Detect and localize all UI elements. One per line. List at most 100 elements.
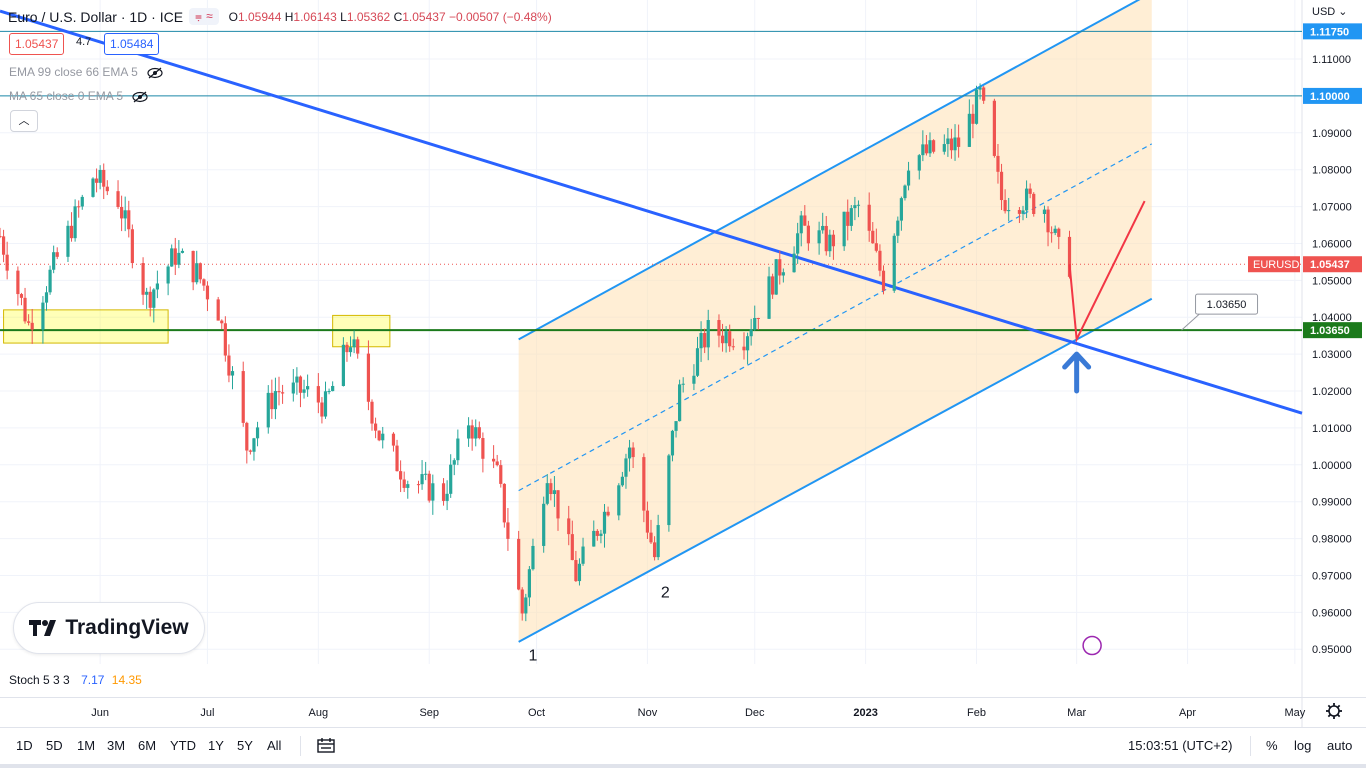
candle-down xyxy=(499,465,503,484)
clock-readout[interactable]: 15:03:51 (UTC+2) xyxy=(1128,738,1233,753)
indicator-ema[interactable]: EMA 99 close 66 EMA 5 xyxy=(9,65,163,79)
gear-icon[interactable] xyxy=(1326,703,1342,719)
candle-down xyxy=(1003,200,1007,212)
price-tick-label: 1.04000 xyxy=(1312,312,1352,324)
range-3m-button[interactable]: 3M xyxy=(107,738,126,753)
candle-down xyxy=(642,457,646,511)
candle-down xyxy=(992,100,996,156)
candle-down xyxy=(395,445,399,472)
time-tick-label: Aug xyxy=(309,707,329,719)
forecast-line xyxy=(1068,200,1146,343)
sell-price-box[interactable]: 1.05437 xyxy=(9,33,65,55)
range-ytd-button[interactable]: YTD xyxy=(170,738,196,753)
candle-up xyxy=(449,464,453,494)
go-to-date-icon[interactable] xyxy=(317,737,335,753)
candle-down xyxy=(878,250,882,271)
candle-down xyxy=(0,236,2,238)
range-5d-button[interactable]: 5D xyxy=(46,738,63,753)
time-tick-label: Nov xyxy=(638,707,658,719)
candle-down xyxy=(345,344,349,353)
eye-hidden-icon[interactable] xyxy=(132,91,149,103)
candle-up xyxy=(602,511,607,534)
candle-up xyxy=(80,196,84,207)
candle-down xyxy=(55,252,59,257)
candle-down xyxy=(399,471,403,480)
candle-down xyxy=(19,294,24,298)
candle-down xyxy=(1067,236,1072,277)
symbol-tag-text: EURUSD xyxy=(1253,259,1300,271)
time-tick-label: Apr xyxy=(1179,707,1196,719)
symbol-chip[interactable]: ⩦ ≈ xyxy=(189,8,219,25)
candle-down xyxy=(631,447,635,458)
currency-selector[interactable]: USD ⌄ xyxy=(1312,5,1348,18)
candle-up xyxy=(230,371,235,376)
candle-up xyxy=(592,530,596,547)
level-price-tag-text: 1.11750 xyxy=(1310,26,1349,38)
candle-down xyxy=(370,401,374,424)
candle-up xyxy=(678,384,682,422)
downtrend-line xyxy=(0,9,1303,415)
candle-up xyxy=(695,348,700,376)
range-1y-button[interactable]: 1Y xyxy=(208,738,224,753)
candle-down xyxy=(1,236,6,255)
last-price-tag xyxy=(1303,256,1362,273)
candle-down xyxy=(742,346,746,351)
candle-up xyxy=(66,225,70,257)
buy-price-box[interactable]: 1.05484 xyxy=(104,33,160,55)
indicator-ma[interactable]: MA 65 close 0 EMA 5 xyxy=(9,89,149,103)
candle-down xyxy=(5,254,9,271)
candle-down xyxy=(280,392,285,394)
price-tick-label: 1.03000 xyxy=(1312,349,1352,361)
candle-down xyxy=(173,248,177,265)
range-5y-button[interactable]: 5Y xyxy=(237,738,253,753)
auto-scale-button[interactable]: auto xyxy=(1327,738,1353,753)
candle-up xyxy=(431,483,435,501)
candle-down xyxy=(874,243,878,251)
candle-up xyxy=(1042,209,1047,214)
gear-icon-ring xyxy=(1328,705,1340,717)
candle-up xyxy=(166,266,170,284)
candle-up xyxy=(331,385,335,392)
candle-down xyxy=(778,259,782,276)
time-tick-label: Mar xyxy=(1067,707,1086,719)
candle-up xyxy=(978,87,982,90)
candle-up xyxy=(145,291,149,295)
percent-scale-button[interactable]: % xyxy=(1266,738,1278,753)
level-price-tag-text: 1.10000 xyxy=(1310,91,1350,103)
candle-down xyxy=(502,483,506,523)
stoch-legend[interactable]: Stoch 5 3 3 7.17 14.35 xyxy=(9,673,142,687)
tradingview-watermark[interactable]: TradingView xyxy=(13,602,205,654)
candle-down xyxy=(427,473,431,501)
gear-icon-tooth xyxy=(1336,704,1341,709)
candle-down xyxy=(771,276,775,295)
price-tick-label: 1.08000 xyxy=(1312,165,1352,177)
eye-hidden-icon[interactable] xyxy=(147,67,163,79)
candle-up xyxy=(617,485,621,516)
candle-up xyxy=(946,138,950,145)
candle-up xyxy=(599,533,603,536)
candle-down xyxy=(277,391,281,393)
log-scale-button[interactable]: log xyxy=(1294,738,1312,753)
candle-down xyxy=(270,392,274,410)
candle-up xyxy=(670,430,675,456)
level-price-tag xyxy=(1303,23,1362,40)
range-1m-button[interactable]: 1M xyxy=(77,738,96,753)
candle-down xyxy=(931,140,936,152)
candle-up xyxy=(348,347,353,353)
candle-down xyxy=(205,285,210,300)
candle-down xyxy=(871,230,875,244)
candle-down xyxy=(1050,232,1054,234)
collapse-legend-button[interactable]: ︿ xyxy=(10,110,38,132)
wave-label-2: 2 xyxy=(661,585,670,602)
range-all-button[interactable]: All xyxy=(267,738,282,753)
candle-up xyxy=(853,205,857,209)
candle-up xyxy=(899,198,903,221)
range-6m-button[interactable]: 6M xyxy=(138,738,157,753)
candle-up xyxy=(381,433,385,441)
candle-down xyxy=(649,532,653,543)
pane-separator xyxy=(0,697,1366,698)
range-1d-button[interactable]: 1D xyxy=(16,738,33,753)
candle-down xyxy=(731,346,735,348)
symbol-title[interactable]: Euro / U.S. Dollar · 1D · ICE xyxy=(8,8,184,25)
